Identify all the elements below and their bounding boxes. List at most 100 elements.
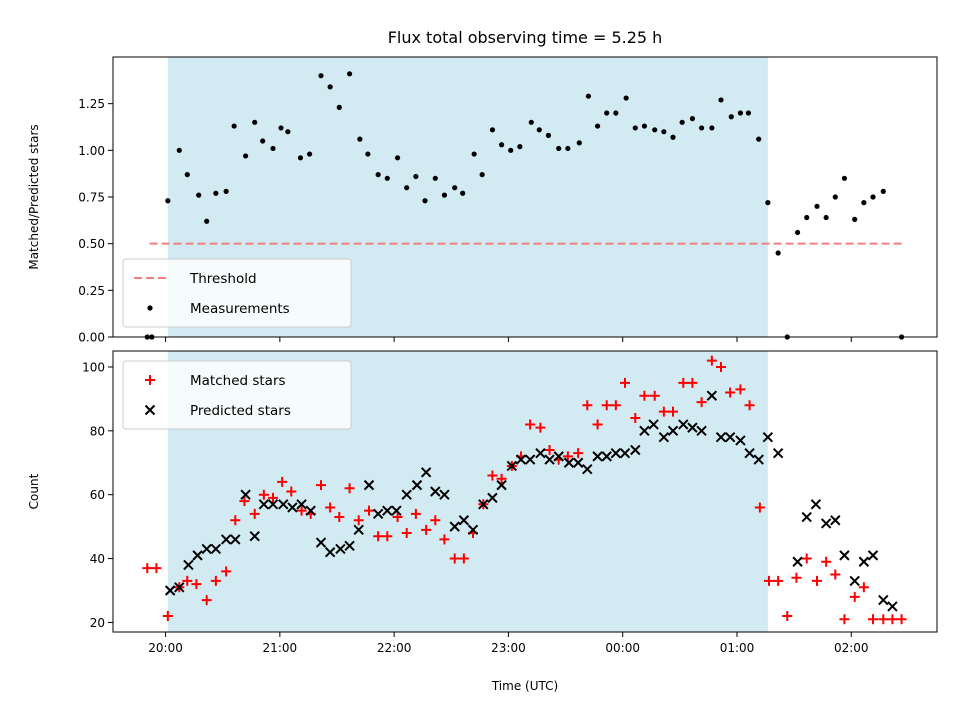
- data-point: [735, 384, 746, 395]
- data-point: [639, 425, 650, 437]
- data-point: [230, 515, 241, 526]
- data-point: [689, 116, 696, 122]
- data-point: [382, 531, 393, 542]
- data-point: [210, 575, 221, 586]
- data-point: [287, 502, 298, 513]
- data-point: [652, 127, 658, 133]
- data-point: [630, 444, 641, 456]
- data-point: [849, 591, 860, 602]
- data-point: [709, 125, 715, 131]
- series-measurements: [144, 71, 905, 340]
- data-point: [422, 198, 428, 204]
- data-point: [861, 200, 867, 206]
- data-point: [316, 480, 326, 491]
- data-point: [735, 435, 746, 446]
- data-point: [142, 563, 153, 574]
- y-tick-label: 40: [90, 552, 105, 566]
- data-point: [576, 140, 582, 146]
- data-point: [592, 419, 603, 430]
- data-point: [315, 537, 327, 548]
- data-point: [268, 492, 278, 503]
- data-point: [867, 550, 879, 561]
- data-point: [821, 556, 832, 567]
- data-point: [716, 361, 726, 372]
- data-point: [535, 447, 546, 459]
- data-point: [372, 508, 384, 520]
- legend-label: Measurements: [190, 301, 290, 317]
- data-point: [698, 125, 705, 131]
- data-point: [670, 134, 676, 140]
- data-point: [353, 515, 364, 526]
- data-point: [471, 151, 477, 157]
- data-point: [745, 110, 752, 116]
- data-point: [610, 447, 622, 459]
- data-point: [411, 479, 423, 491]
- data-point: [478, 499, 489, 510]
- data-point: [458, 553, 469, 564]
- data-point: [753, 454, 764, 465]
- data-point: [151, 563, 162, 574]
- data-point: [801, 553, 812, 564]
- data-point: [365, 151, 371, 157]
- series-predicted-stars: [164, 390, 898, 612]
- data-point: [658, 406, 669, 417]
- data-point: [839, 550, 850, 561]
- data-point: [335, 543, 346, 555]
- y-tick-label: 0.75: [78, 191, 105, 205]
- data-point: [582, 463, 593, 475]
- data-point: [182, 575, 193, 586]
- x-tick-label: 02:00: [834, 641, 869, 655]
- data-point: [772, 447, 784, 459]
- data-point: [880, 188, 886, 194]
- data-point: [696, 425, 707, 437]
- data-point: [296, 499, 307, 510]
- data-point: [679, 119, 685, 125]
- data-point: [764, 575, 774, 586]
- data-point: [535, 422, 546, 433]
- data-point: [392, 512, 403, 523]
- data-point: [183, 559, 194, 571]
- data-point: [496, 473, 507, 484]
- data-point: [706, 390, 718, 401]
- data-point: [687, 377, 698, 388]
- data-point: [196, 192, 202, 198]
- data-point: [239, 496, 250, 507]
- data-point: [344, 483, 355, 494]
- data-point: [814, 203, 820, 209]
- y-tick-label: 0.00: [78, 331, 105, 345]
- data-point: [249, 530, 260, 542]
- data-point: [525, 419, 536, 430]
- data-point: [810, 499, 822, 510]
- data-point: [391, 505, 402, 516]
- data-point: [678, 419, 689, 430]
- x-tick-label: 23:00: [491, 641, 526, 655]
- data-point: [458, 515, 470, 526]
- data-point: [658, 432, 670, 443]
- data-point: [515, 454, 527, 465]
- data-point: [285, 129, 291, 135]
- data-point: [221, 566, 232, 577]
- data-point: [373, 531, 384, 542]
- data-point: [384, 175, 390, 181]
- data-point: [184, 172, 190, 178]
- y-tick-label: 80: [90, 424, 105, 438]
- data-point: [252, 119, 258, 125]
- data-point: [249, 508, 260, 519]
- data-point: [556, 145, 562, 152]
- y-tick-label: 0.50: [78, 237, 105, 251]
- data-point: [762, 432, 774, 443]
- data-point: [449, 521, 460, 532]
- data-point: [545, 132, 552, 138]
- data-point: [794, 229, 801, 236]
- data-point: [164, 585, 176, 596]
- data-point: [223, 188, 229, 194]
- data-point: [439, 534, 450, 545]
- series-matched-stars: [142, 355, 907, 625]
- data-point: [572, 457, 584, 468]
- data-point: [508, 147, 514, 153]
- data-point: [744, 400, 755, 411]
- data-point: [601, 451, 612, 462]
- data-point: [496, 479, 507, 491]
- data-point: [801, 511, 812, 523]
- data-point: [487, 492, 498, 504]
